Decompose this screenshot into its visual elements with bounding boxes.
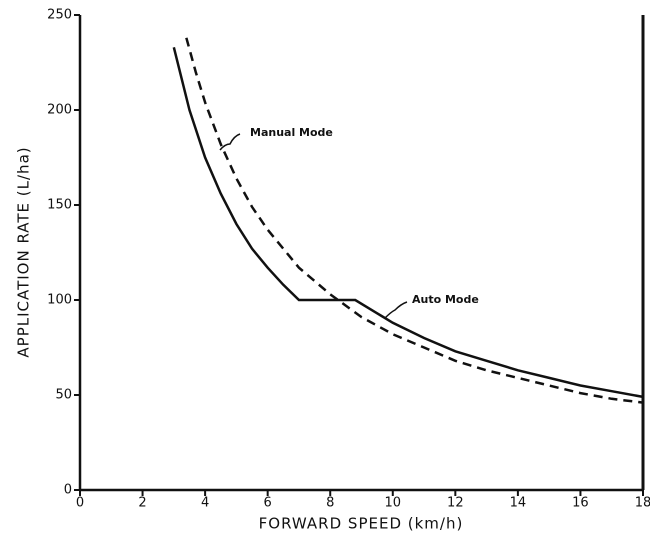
x-tick-label: 0 xyxy=(76,496,84,511)
y-tick-label: 150 xyxy=(47,198,72,213)
x-tick-label: 4 xyxy=(201,496,209,511)
x-tick-label: 2 xyxy=(138,496,146,511)
leader xyxy=(384,301,408,319)
x-axis-title: FORWARD SPEED (km/h) xyxy=(259,515,464,533)
series-label: Manual Mode xyxy=(250,126,333,139)
x-tick-label: 18 xyxy=(635,496,650,511)
y-axis-title: APPLICATION RATE (L/ha) xyxy=(15,146,33,357)
x-tick-label: 14 xyxy=(510,496,527,511)
series-line xyxy=(172,46,644,399)
x-tick-label: 16 xyxy=(572,496,589,511)
y-tick-label: 0 xyxy=(64,483,72,498)
series-label: Auto Mode xyxy=(412,293,479,306)
x-tick-label: 12 xyxy=(447,496,464,511)
series-line xyxy=(185,37,644,404)
x-tick-label: 6 xyxy=(264,496,272,511)
leader xyxy=(219,133,241,151)
y-tick-label: 250 xyxy=(47,8,72,23)
y-tick-label: 200 xyxy=(47,103,72,118)
y-tick-label: 100 xyxy=(47,293,72,308)
x-tick-label: 8 xyxy=(326,496,334,511)
x-tick-label: 10 xyxy=(385,496,402,511)
y-tick-label: 50 xyxy=(55,388,72,403)
